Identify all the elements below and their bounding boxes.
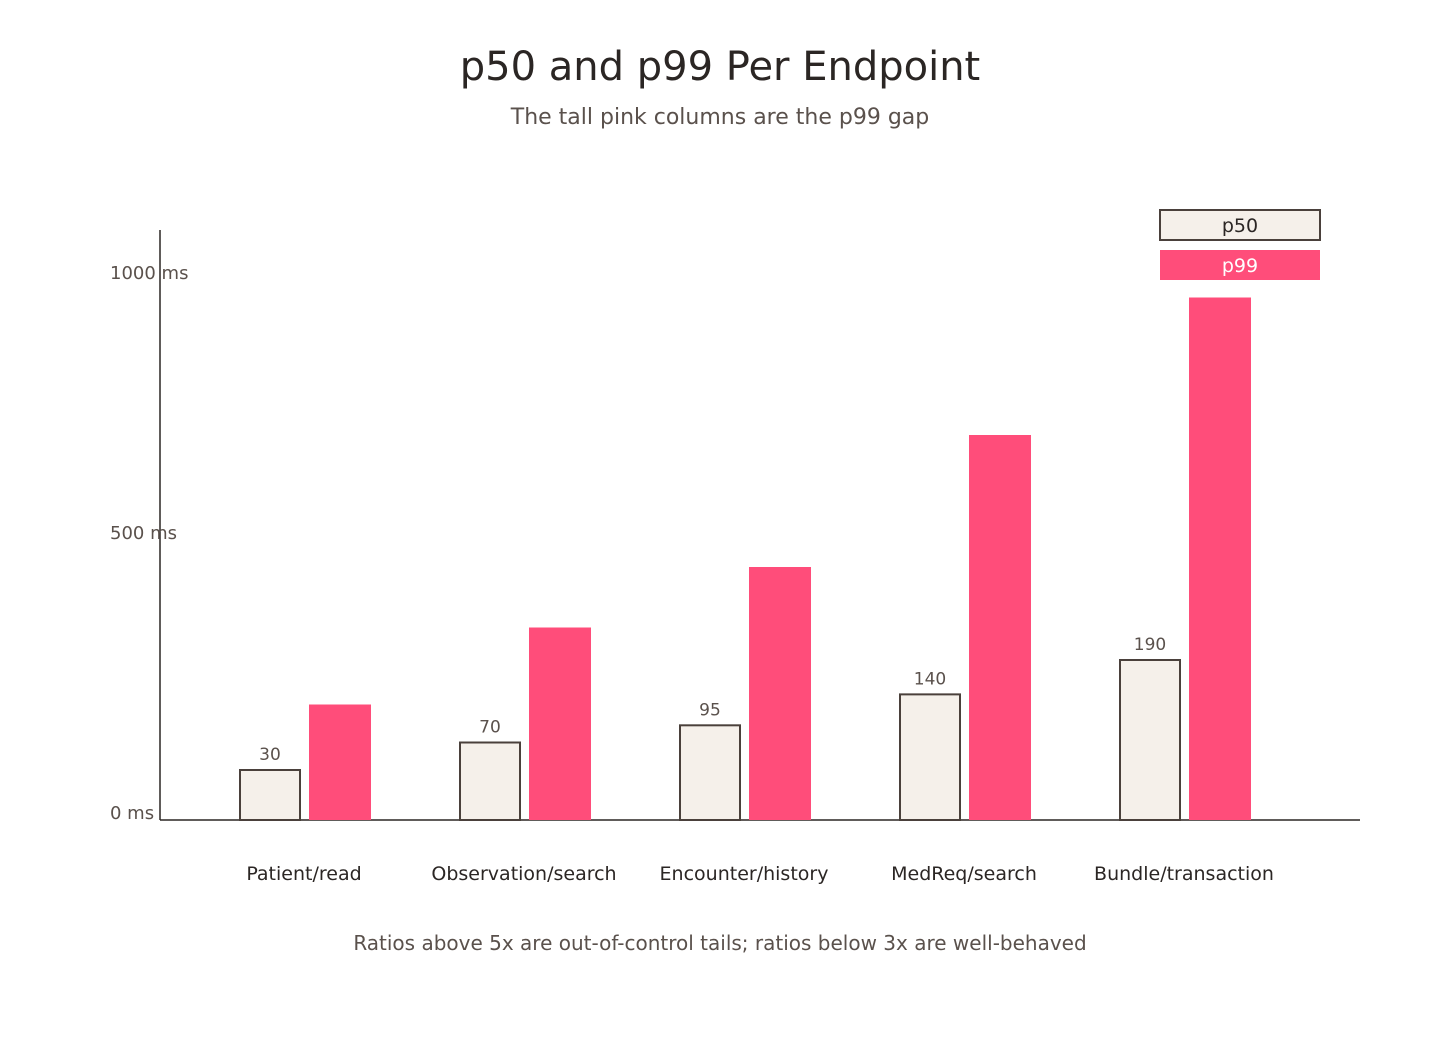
- data-label-p50-bundle-transaction: 190: [1134, 635, 1166, 655]
- x-category-label: Observation/search: [431, 863, 616, 885]
- legend-swatch-p50: [1159, 209, 1321, 241]
- y-tick-label: 500 ms: [110, 523, 177, 544]
- chart-title: p50 and p99 Per Endpoint: [460, 44, 980, 90]
- chart-caption: Ratios above 5x are out-of-control tails…: [353, 931, 1086, 955]
- bar-p99-patient-read: [309, 704, 371, 820]
- data-label-p50-observation-search: 70: [479, 718, 501, 738]
- legend-label-p99: p99: [1222, 255, 1258, 277]
- legend-label-p50: p50: [1222, 215, 1258, 237]
- bar-p50-observation-search: [459, 741, 521, 821]
- x-category-label: Encounter/history: [660, 863, 829, 885]
- bar-p99-medreq-search: [969, 435, 1031, 820]
- plot-area: 0 ms 500 ms 1000 ms 30 Patient/read 70 Observa…: [110, 230, 1360, 885]
- bar-p50-encounter-history: [679, 724, 741, 821]
- x-category-label: Bundle/transaction: [1094, 863, 1274, 885]
- data-label-p50-medreq-search: 140: [914, 669, 946, 689]
- bar-p99-encounter-history: [749, 567, 811, 820]
- x-category-label: Patient/read: [246, 863, 361, 885]
- data-label-p50-patient-read: 30: [259, 745, 281, 765]
- bar-p99-bundle-transaction: [1189, 297, 1251, 820]
- bar-p50-patient-read: [239, 769, 301, 821]
- legend: p50 p99: [1159, 209, 1321, 280]
- bar-p50-medreq-search: [899, 693, 961, 821]
- y-tick-label: 0 ms: [110, 803, 154, 824]
- bar-p99-observation-search: [529, 627, 591, 820]
- legend-swatch-p99: [1160, 250, 1320, 280]
- y-tick-label: 1000 ms: [110, 263, 188, 284]
- chart-subtitle: The tall pink columns are the p99 gap: [510, 105, 929, 130]
- bar-p50-bundle-transaction: [1119, 659, 1181, 821]
- x-category-label: MedReq/search: [891, 863, 1037, 885]
- data-label-p50-encounter-history: 95: [699, 700, 721, 720]
